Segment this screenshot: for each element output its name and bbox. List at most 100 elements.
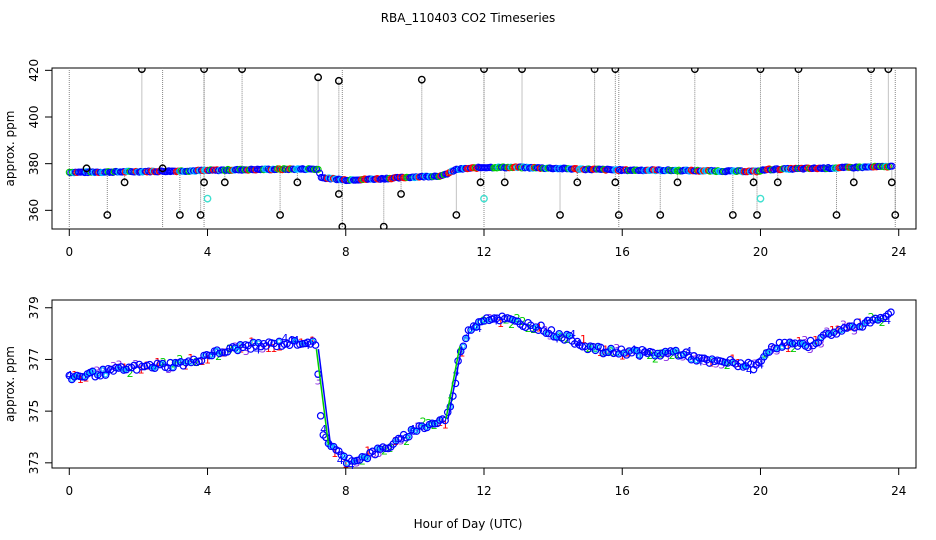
bottom-data-point — [596, 343, 605, 352]
bottom-y-tick-label: 377 — [27, 348, 41, 371]
top-main-series — [65, 162, 896, 185]
top-outlier-point — [103, 211, 112, 219]
top-y-axis-title: approx. ppm — [3, 111, 17, 187]
bottom-x-tick-label: 20 — [753, 484, 768, 498]
bottom-label-marker: 1 — [204, 354, 211, 367]
bottom-label-marker: 3 — [243, 345, 250, 358]
bottom-data-point-inner — [567, 333, 572, 338]
top-outlier-point — [794, 68, 803, 74]
top-outlier-point — [480, 68, 488, 74]
bottom-data-point — [205, 351, 214, 360]
bottom-data-point — [101, 371, 110, 379]
top-flag-point — [756, 194, 765, 203]
top-x-tick-label: 0 — [65, 245, 73, 259]
bottom-data-point-inner — [414, 428, 419, 434]
bottom-data-point — [381, 444, 390, 453]
bottom-label-marker: 1 — [834, 324, 841, 337]
top-outlier-point — [334, 76, 343, 85]
bottom-label-marker: 4 — [685, 345, 692, 358]
top-outlier-point — [773, 178, 782, 187]
top-outlier-point — [220, 178, 229, 187]
bottom-x-tick-label: 24 — [891, 484, 906, 498]
bottom-x-tick-label: 16 — [615, 484, 630, 498]
bottom-label-marker: 3 — [375, 447, 382, 460]
bottom-data-point — [547, 326, 556, 334]
bottom-label-marker: 3 — [663, 351, 670, 364]
top-y-tick-label: 380 — [27, 152, 41, 175]
bottom-label-marker: 3 — [93, 365, 100, 378]
bottom-data-point — [773, 344, 781, 353]
bottom-data-point-inner — [849, 323, 855, 329]
bottom-label-marker: 4 — [409, 423, 416, 436]
bottom-label-marker: 4 — [320, 423, 327, 436]
bottom-data-point-inner — [152, 365, 158, 371]
bottom-data-point-inner — [621, 350, 627, 356]
top-outlier-point — [200, 68, 208, 74]
bottom-data-point-inner — [730, 360, 736, 365]
bottom-transition-line — [315, 349, 330, 445]
top-flag-point — [480, 194, 488, 203]
bottom-label-marker: 4 — [746, 364, 753, 377]
bottom-data-point-inner — [393, 438, 399, 443]
bottom-label-marker: 2 — [790, 342, 797, 355]
top-outlier-point — [500, 178, 509, 187]
bottom-label-marker: 1 — [309, 334, 316, 347]
bottom-transition-line — [447, 346, 463, 420]
bottom-label-marker: 1 — [442, 419, 449, 432]
bottom-label-marker: 4 — [475, 322, 482, 335]
bottom-label-marker: 4 — [66, 369, 73, 382]
bottom-x-tick-label: 12 — [476, 484, 491, 498]
top-outlier-point — [452, 211, 461, 219]
bottom-label-marker: 4 — [281, 332, 288, 345]
top-panel: 0 4 8 12 16 20 24 360 380 400 420 approx. ppm — [3, 59, 917, 259]
bottom-label-marker: 4 — [884, 314, 891, 327]
bottom-label-marker: 1 — [624, 347, 631, 360]
top-outlier-point — [832, 211, 841, 219]
bottom-label-marker: 2 — [386, 442, 393, 455]
bottom-data-point-inner — [460, 344, 466, 349]
bottom-label-marker: 3 — [751, 358, 758, 371]
bottom-label-marker: 1 — [580, 333, 587, 346]
bottom-label-marker: 3 — [414, 420, 421, 433]
bottom-label-marker: 2 — [127, 367, 134, 380]
bottom-transition-line — [317, 349, 332, 445]
bottom-label-marker: 3 — [779, 341, 786, 354]
top-outlier-point — [867, 68, 875, 74]
bottom-transition-line — [445, 346, 461, 420]
bottom-data-point — [459, 342, 468, 351]
top-y-tick-label: 400 — [27, 106, 41, 129]
bottom-label-marker: 1 — [331, 447, 338, 460]
bottom-data-point — [511, 317, 519, 325]
bottom-data-point-inner — [344, 461, 349, 466]
bottom-data-point-inner — [406, 434, 412, 440]
bottom-label-marker: 3 — [165, 363, 172, 376]
top-outlier-point — [293, 178, 302, 187]
top-outlier-point — [556, 211, 564, 219]
top-outlier-point — [573, 178, 582, 187]
top-data-point — [753, 168, 761, 176]
top-x-tick-label: 12 — [476, 245, 491, 259]
bottom-transition-lines — [315, 346, 463, 445]
bottom-data-point-inner — [90, 368, 95, 374]
bottom-data-point — [311, 341, 320, 349]
top-outlier-point — [196, 211, 205, 219]
top-outlier-point — [397, 190, 405, 198]
bottom-data-point-inner — [235, 348, 241, 353]
bottom-label-marker: 4 — [635, 350, 642, 363]
top-outlier-point — [728, 211, 737, 219]
top-outlier-point — [200, 178, 208, 187]
bottom-data-point — [845, 322, 854, 330]
bottom-data-point — [464, 326, 473, 334]
top-outlier-point — [379, 222, 388, 229]
bottom-label-marker: 3 — [315, 374, 322, 387]
top-outlier-point — [887, 178, 896, 187]
bottom-y-axis-title: approx. ppm — [3, 346, 17, 422]
bottom-data-point — [856, 322, 864, 331]
top-outlier-series — [82, 68, 900, 229]
top-outlier-point — [611, 68, 620, 74]
top-outlier-point — [753, 211, 761, 219]
top-outlier-point — [417, 75, 426, 84]
bottom-data-point — [840, 324, 849, 332]
top-outlier-point — [314, 73, 323, 82]
bottom-data-point — [441, 416, 449, 425]
